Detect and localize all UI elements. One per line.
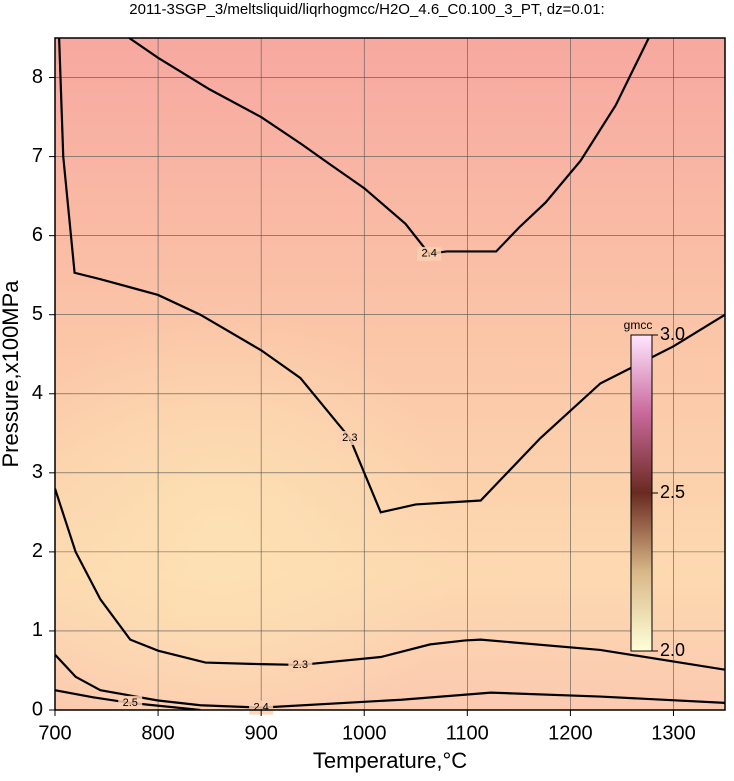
x-tick-label: 800 bbox=[141, 722, 174, 744]
contour-label: 2.5 bbox=[123, 697, 138, 709]
y-tick-label: 8 bbox=[32, 66, 43, 88]
colorbar-tick-label: 2.0 bbox=[660, 640, 685, 660]
plot-frame bbox=[54, 37, 726, 711]
colorbar-label: gmcc bbox=[624, 318, 653, 332]
contour-label: 2.4 bbox=[422, 248, 437, 260]
y-tick-label: 1 bbox=[32, 619, 43, 641]
contour-line bbox=[55, 488, 725, 671]
x-tick-label: 1100 bbox=[446, 722, 489, 744]
contour-line bbox=[55, 689, 201, 710]
y-tick-label: 6 bbox=[32, 224, 43, 246]
contour-label-bg bbox=[118, 695, 143, 710]
y-axis-label: Pressure,x100MPa bbox=[0, 280, 23, 468]
x-tick-label: 700 bbox=[38, 722, 71, 744]
contour-line bbox=[128, 38, 650, 256]
contour-label-bg bbox=[249, 700, 274, 715]
x-tick-label: 1300 bbox=[651, 722, 696, 744]
contour-line bbox=[55, 653, 725, 709]
plot-shade bbox=[55, 38, 725, 710]
y-tick-label: 0 bbox=[32, 698, 43, 720]
y-tick-label: 4 bbox=[32, 382, 43, 404]
chart-title: 2011-3SGP_3/meltsliquid/liqrhogmcc/H2O_4… bbox=[129, 1, 604, 18]
y-tick-label: 3 bbox=[32, 461, 43, 483]
contour-label-bg bbox=[417, 246, 442, 261]
colorbar-tick-label: 3.0 bbox=[660, 324, 685, 344]
colorbar bbox=[630, 334, 653, 652]
y-tick-label: 2 bbox=[32, 540, 43, 562]
x-axis-label: Temperature,°C bbox=[313, 748, 467, 773]
contour-label-bg bbox=[288, 657, 313, 672]
contour-line bbox=[58, 38, 725, 514]
x-tick-label: 1200 bbox=[548, 722, 593, 744]
colorbar-tick-label: 2.5 bbox=[660, 482, 685, 502]
contour-label: 2.3 bbox=[293, 659, 308, 671]
y-tick-label: 7 bbox=[32, 145, 43, 167]
y-tick-label: 5 bbox=[32, 303, 43, 325]
x-tick-label: 1000 bbox=[342, 722, 387, 744]
contour-labels: 2.42.32.32.42.5 bbox=[118, 246, 442, 715]
contours bbox=[55, 38, 725, 710]
contour-label-bg bbox=[337, 431, 362, 446]
contour-label: 2.3 bbox=[342, 432, 357, 444]
x-tick-label: 900 bbox=[244, 722, 277, 744]
